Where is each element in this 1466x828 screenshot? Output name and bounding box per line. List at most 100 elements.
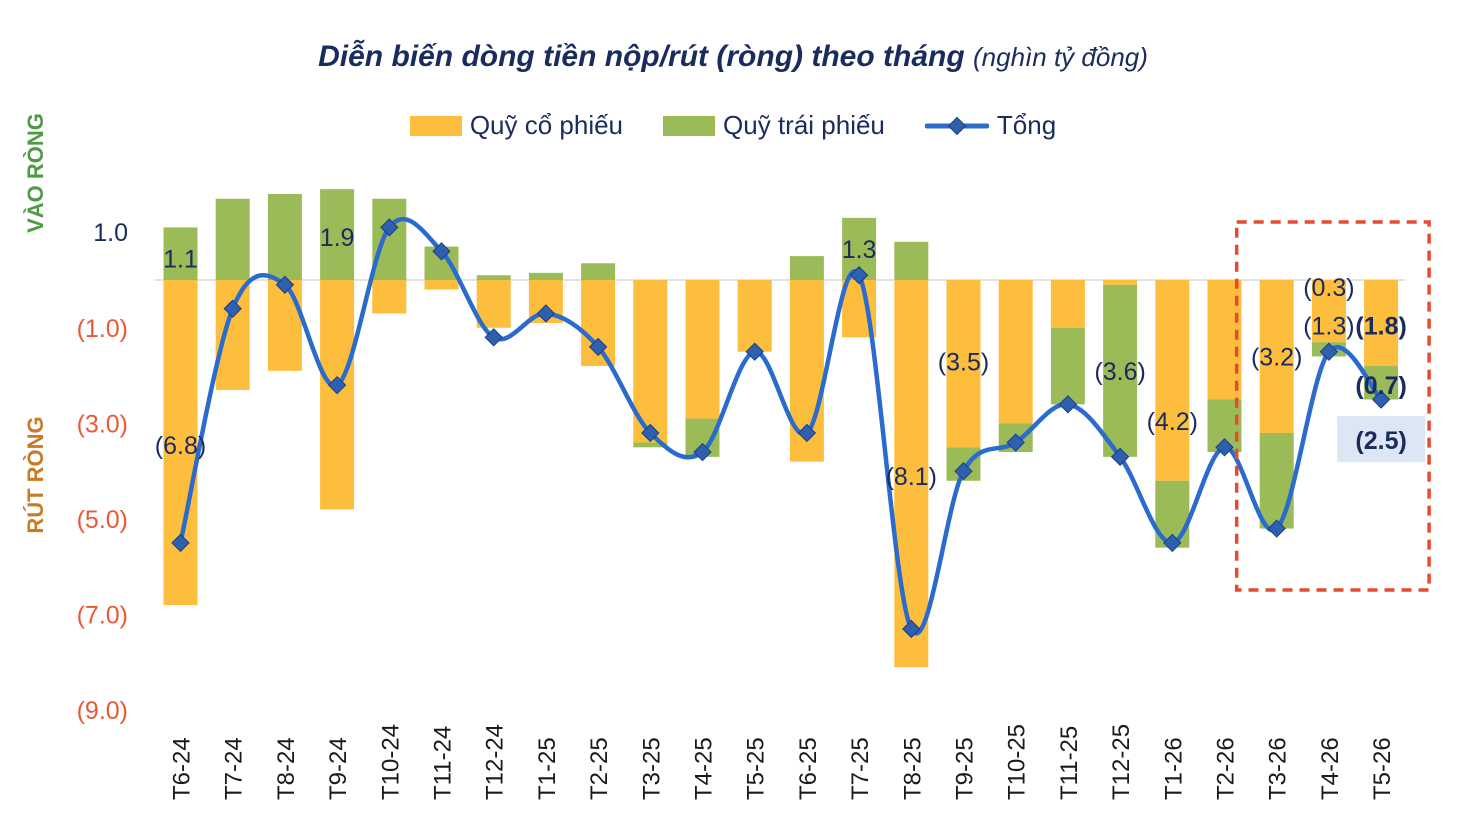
y-tick-label: (7.0) (77, 602, 128, 630)
chart-title-unit: (nghìn tỷ đồng) (973, 42, 1148, 72)
data-label-box (1337, 416, 1426, 463)
total-marker (1267, 519, 1286, 538)
total-marker (641, 423, 660, 443)
bar-bond (633, 442, 668, 448)
total-marker (1163, 533, 1182, 553)
x-tick-label: T5-25 (743, 737, 770, 800)
bar-equity (1364, 280, 1399, 367)
bar-bond (1050, 327, 1085, 405)
bar-equity (737, 280, 772, 352)
total-marker (849, 266, 869, 285)
data-label: (3.6) (1094, 358, 1145, 386)
legend-label-equity: Quỹ cổ phiếu (469, 110, 624, 140)
x-tick-label: T9-24 (325, 737, 352, 800)
bar-equity (1155, 280, 1190, 481)
bar-equity (215, 280, 250, 390)
bar-equity (1050, 280, 1085, 328)
data-label: (1.3) (1303, 312, 1354, 340)
total-marker (275, 275, 295, 294)
x-tick-label: T6-25 (795, 737, 822, 800)
bar-equity (946, 280, 981, 448)
x-tick-label: T9-25 (952, 737, 979, 800)
bar-equity (267, 280, 302, 371)
total-marker (588, 337, 608, 357)
y-tick-label: (5.0) (77, 506, 128, 534)
total-marker (1058, 395, 1078, 414)
x-tick-label: T6-24 (169, 737, 196, 800)
x-tick-label: T12-25 (1108, 724, 1135, 800)
highlight-box (1234, 220, 1431, 592)
x-tick-label: T11-24 (430, 726, 457, 800)
legend-item-equity: Quỹ cổ phiếu (409, 110, 624, 141)
total-marker (484, 328, 503, 347)
bar-bond (372, 198, 407, 280)
data-label: 1.3 (842, 236, 877, 264)
x-tick-label: T5-26 (1369, 737, 1396, 800)
bar-equity (894, 280, 929, 668)
bar-equity (1259, 280, 1294, 433)
total-marker (745, 342, 764, 361)
bar-bond (320, 189, 355, 280)
data-label: (0.3) (1303, 274, 1354, 302)
total-marker (1215, 438, 1234, 457)
data-label: (3.5) (938, 348, 989, 376)
total-marker (954, 462, 973, 481)
x-tick-label: T3-26 (1265, 737, 1292, 800)
x-tick-label: T7-25 (847, 737, 874, 800)
x-tick-label: T4-25 (691, 737, 718, 800)
bar-bond (163, 227, 198, 280)
chart-title-main: Diễn biến dòng tiền nộp/rút (ròng) theo … (318, 40, 965, 73)
total-line (178, 217, 1383, 636)
data-label: (8.1) (886, 463, 937, 491)
bar-bond (1259, 432, 1294, 529)
bar-bond (1103, 284, 1138, 457)
legend-label-bond: Quỹ trái phiếu (723, 110, 885, 140)
x-tick-label: T1-26 (1160, 737, 1187, 800)
total-marker (327, 375, 347, 395)
bar-bond (581, 263, 616, 280)
legend-item-bond: Quỹ trái phiếu (663, 110, 885, 141)
total-marker (432, 242, 451, 261)
x-tick-label: T11-25 (1056, 726, 1083, 800)
data-label: (2.5) (1355, 427, 1406, 455)
bar-equity (1311, 280, 1346, 343)
bar-equity (685, 280, 720, 419)
bar-bond (894, 241, 929, 280)
x-tick-label: T8-25 (899, 737, 926, 800)
bar-equity (998, 280, 1033, 424)
x-tick-label: T10-24 (377, 724, 404, 800)
total-marker (171, 533, 190, 553)
data-label: 1.1 (163, 245, 198, 273)
y-tick-label: (3.0) (77, 410, 128, 438)
data-label: (3.2) (1251, 343, 1302, 371)
x-tick-label: T4-26 (1317, 737, 1344, 800)
total-marker (1319, 342, 1339, 361)
x-tick-label: T10-25 (1004, 724, 1031, 800)
legend-label-total: Tổng (996, 110, 1057, 140)
x-tick-label: T1-25 (534, 737, 561, 800)
data-label: (1.8) (1355, 312, 1406, 340)
total-marker (1371, 390, 1391, 409)
y-tick-label: (9.0) (77, 697, 128, 725)
bar-bond (215, 198, 250, 280)
chart-title: Diễn biến dòng tiền nộp/rút (ròng) theo … (0, 40, 1466, 74)
bar-bond (267, 193, 302, 280)
bar-bond (789, 256, 824, 280)
total-marker (797, 423, 817, 443)
data-label: (4.2) (1147, 408, 1198, 436)
bar-bond (528, 272, 563, 280)
x-tick-label: T7-24 (221, 737, 248, 800)
data-label: 1.9 (320, 224, 355, 252)
chart-legend: Quỹ cổ phiếu Quỹ trái phiếu Tổng (0, 110, 1466, 141)
bar-equity (424, 280, 459, 290)
legend-swatch-total (924, 116, 989, 135)
data-label: (0.7) (1355, 372, 1406, 400)
bar-equity (372, 280, 407, 314)
x-tick-label: T12-24 (482, 724, 509, 800)
legend-swatch-bond (663, 115, 716, 136)
total-marker (223, 299, 242, 318)
legend-item-total: Tổng (924, 110, 1057, 141)
total-marker (380, 218, 399, 237)
total-marker (693, 442, 712, 462)
